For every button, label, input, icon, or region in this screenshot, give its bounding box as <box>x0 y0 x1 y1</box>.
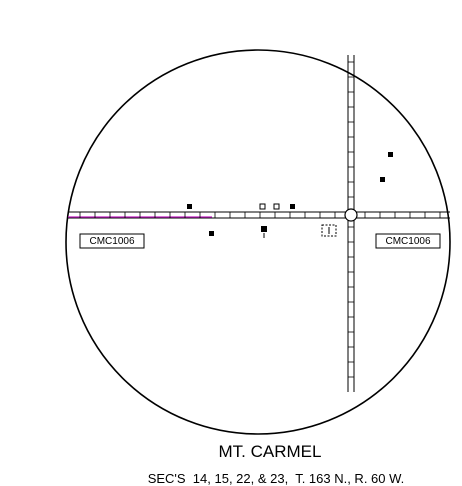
label-box <box>79 233 145 249</box>
building <box>187 204 192 209</box>
roads <box>68 55 450 392</box>
building <box>380 177 385 182</box>
cemetery <box>321 224 337 237</box>
building <box>290 204 295 209</box>
map-title: MT. CARMEL <box>219 442 322 461</box>
station-label: CMC1006 <box>89 236 134 247</box>
intersection <box>344 208 358 222</box>
boundary-circle <box>65 49 451 435</box>
building <box>388 152 393 157</box>
station-label: CMC1006 <box>385 236 430 247</box>
buildings <box>187 152 393 238</box>
building <box>209 231 214 236</box>
label-box <box>375 233 441 249</box>
building <box>273 203 280 210</box>
building <box>259 203 266 210</box>
church <box>261 226 267 232</box>
map-subtitle: SEC'S 14, 15, 22, & 23, T. 163 N., R. 60… <box>148 471 405 486</box>
